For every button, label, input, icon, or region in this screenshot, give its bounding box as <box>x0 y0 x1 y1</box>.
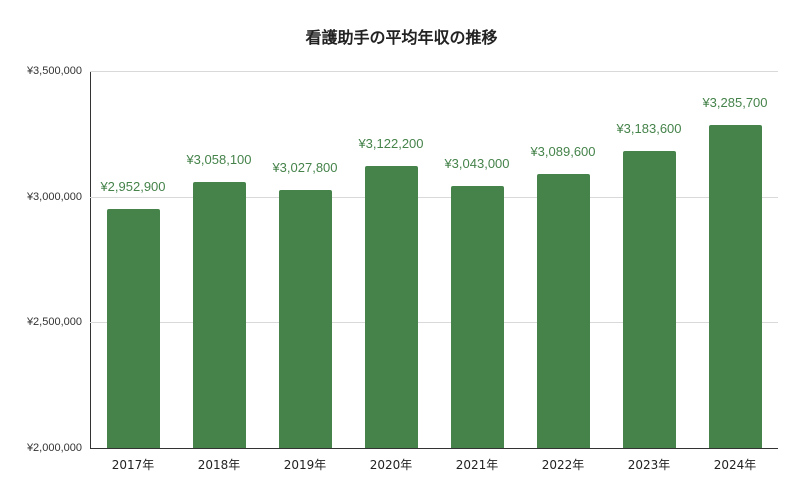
y-tick-label: ¥2,500,000 <box>26 316 82 329</box>
bar-2017 <box>106 208 160 448</box>
bar-2018 <box>192 182 246 448</box>
gridline <box>90 71 778 72</box>
data-label: ¥3,027,800 <box>272 159 338 175</box>
bar-2021 <box>450 185 504 448</box>
y-axis-line <box>90 71 91 448</box>
data-label: ¥3,122,200 <box>358 135 424 151</box>
y-tick-label: ¥3,000,000 <box>26 190 82 203</box>
plot-area: ¥2,000,000 ¥2,500,000 ¥3,000,000 ¥3,500,000… <box>27 65 778 472</box>
data-label: ¥2,952,900 <box>100 178 166 194</box>
y-tick-label: ¥2,000,000 <box>26 442 82 454</box>
bar-2019 <box>278 189 332 448</box>
data-label: ¥3,183,600 <box>616 120 682 136</box>
x-tick-label: 2018年 <box>197 458 241 472</box>
y-tick-label: ¥3,500,000 <box>26 65 82 77</box>
data-label: ¥3,089,600 <box>530 144 596 160</box>
x-tick-label: 2023年 <box>627 458 671 472</box>
x-tick-label: 2022年 <box>541 458 585 472</box>
x-tick-label: 2020年 <box>369 458 413 472</box>
bar-2022 <box>536 174 590 448</box>
gridline <box>90 196 778 198</box>
x-axis-line <box>90 448 778 449</box>
data-label: ¥3,058,100 <box>186 152 252 168</box>
x-tick-label: 2019年 <box>283 458 327 472</box>
chart-title: 看護助手の平均年収の推移 <box>305 28 498 47</box>
bar-2024 <box>708 124 762 448</box>
data-label: ¥3,285,700 <box>702 94 768 110</box>
gridline <box>90 322 778 324</box>
x-tick-label: 2021年 <box>455 458 499 472</box>
bar-2023 <box>622 150 676 448</box>
data-label: ¥3,043,000 <box>444 155 510 171</box>
bar-2020 <box>364 165 418 448</box>
x-tick-label: 2024年 <box>713 458 757 472</box>
x-tick-label: 2017年 <box>111 458 155 472</box>
